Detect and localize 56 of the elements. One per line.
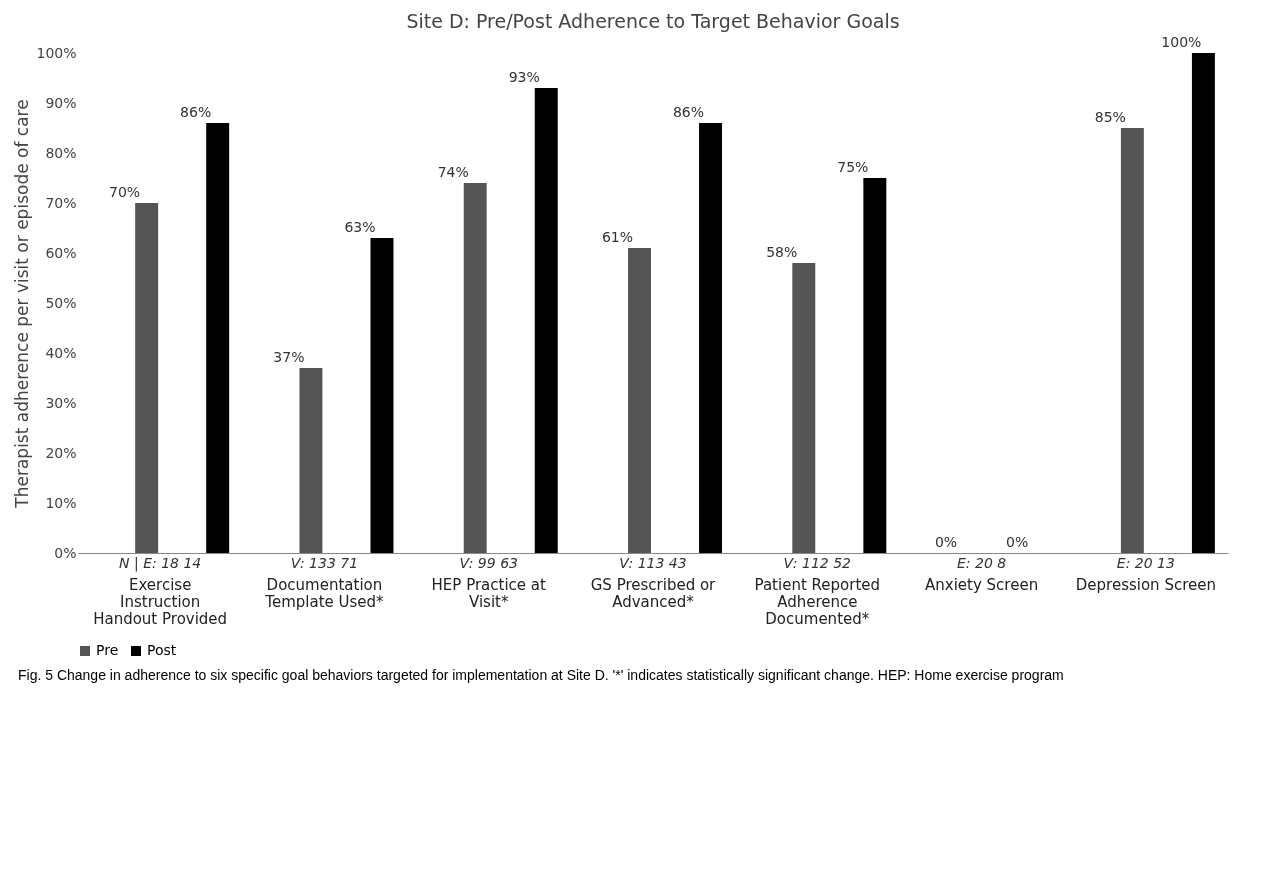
x-tick-label: Patient Reported Adherence Documented* [754, 575, 881, 628]
text: V: 99 63 [459, 555, 518, 571]
text: 61% [601, 229, 634, 245]
x-tick-label: GS Prescribed or Advanced* [590, 575, 717, 611]
text: 37% [273, 349, 305, 365]
text: V: 133 71 [290, 555, 359, 571]
text: E: 20 8 [956, 555, 1007, 571]
x-tick-label: Documentation Template Used* [264, 575, 385, 611]
text: 0% [934, 534, 958, 550]
x-tick-label: Depression Screen [1075, 575, 1216, 594]
text: 58% [766, 244, 798, 260]
text: 0% [1005, 534, 1029, 550]
bar [863, 178, 887, 553]
bar [463, 183, 487, 553]
y-tick-label: 40% [45, 344, 77, 361]
y-tick-label: 50% [45, 294, 77, 311]
bar [1120, 128, 1144, 553]
x-tick-label: HEP Practice at Visit* [431, 575, 546, 611]
y-tick-label: 70% [45, 194, 77, 211]
y-tick-label: 10% [45, 494, 77, 511]
text: 93% [508, 69, 540, 85]
text: E: 20 13 [1116, 555, 1175, 571]
text: 85% [1094, 109, 1126, 125]
x-tick-label: Exercise Instruction Handout Provided [93, 575, 228, 628]
y-axis-title: Therapist adherence per visit or episode of care [12, 99, 33, 509]
y-tick-label: 20% [45, 444, 77, 461]
y-tick-label: 0% [54, 544, 77, 561]
text: 75% [837, 159, 869, 175]
bar [792, 263, 816, 553]
bar [370, 238, 394, 553]
bar [135, 203, 159, 553]
chart-title: Site D: Pre/Post Adherence to Target Behavior Goals [406, 10, 900, 32]
bar [1191, 53, 1215, 553]
text: N | E: 18 14 [119, 555, 202, 572]
text: 100% [1161, 34, 1202, 50]
legend-label: Post [147, 642, 177, 658]
y-tick-label: 30% [45, 394, 77, 411]
x-tick-label: Anxiety Screen [925, 575, 1039, 594]
text: 86% [180, 104, 212, 120]
text: 74% [437, 164, 469, 180]
y-tick-label: 80% [45, 144, 77, 161]
bar [699, 123, 723, 553]
text: 63% [344, 219, 376, 235]
y-tick-label: 60% [45, 244, 77, 261]
bar [534, 88, 558, 553]
text: V: 113 43 [619, 555, 687, 571]
caption: Fig. 5 Change in adherence to six specific goal behaviors targeted for implementation at Site D. '*' indicates statistically significant change. HEP: Home exercise program [18, 667, 1065, 683]
legend-label: Pre [96, 642, 119, 658]
text: 86% [672, 104, 705, 120]
bar [628, 248, 651, 553]
text: V: 112 52 [783, 555, 852, 571]
text: 70% [109, 184, 141, 200]
y-tick-label: 90% [45, 94, 77, 111]
bar [299, 368, 323, 553]
bar [206, 123, 230, 553]
y-tick-label: 100% [36, 44, 77, 61]
